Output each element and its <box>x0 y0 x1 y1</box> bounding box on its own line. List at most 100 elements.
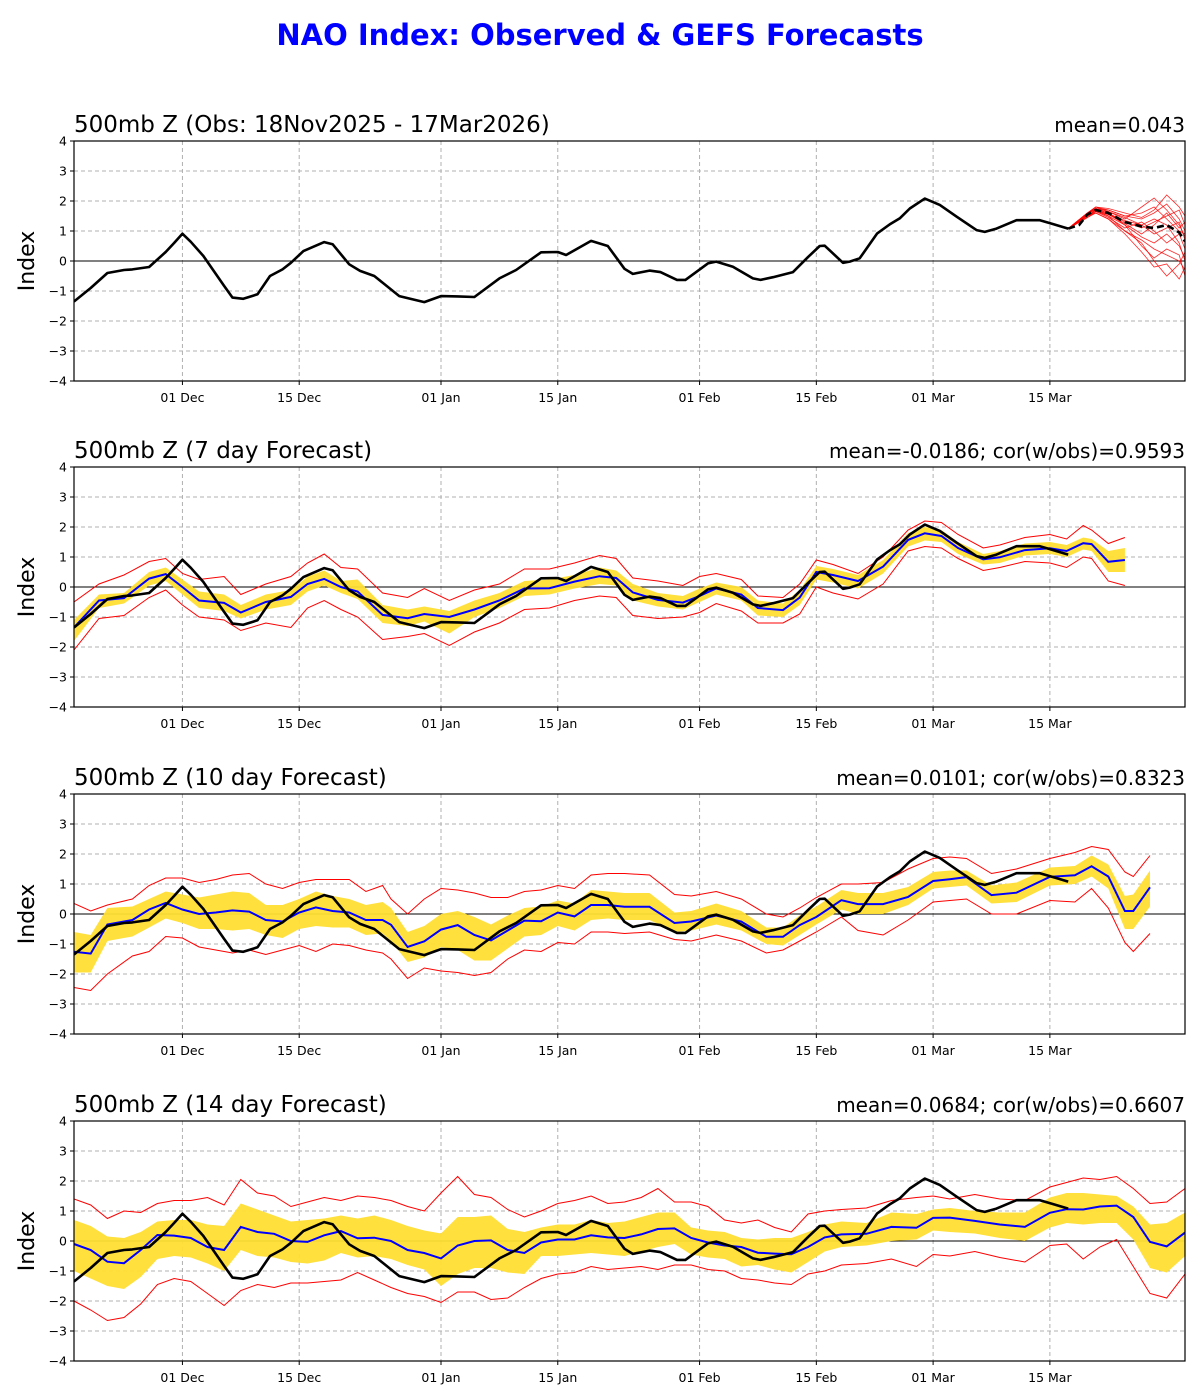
ytick-label: 4 <box>59 134 67 149</box>
ensemble-member-line <box>1067 212 1185 277</box>
y-axis-label: Index <box>15 1211 40 1272</box>
xtick-label: 01 Mar <box>911 716 955 731</box>
ytick-label: 2 <box>59 847 67 862</box>
ytick-label: 1 <box>59 224 67 239</box>
min-line <box>74 1238 1185 1322</box>
plot-area <box>74 1175 1185 1322</box>
xtick-label: 15 Jan <box>538 1043 577 1058</box>
y-axis-label: Index <box>15 557 40 618</box>
xtick-label: 15 Dec <box>277 390 321 405</box>
ytick-label: −2 <box>49 967 67 982</box>
xtick-label: 15 Feb <box>795 1370 837 1385</box>
panel-stat-text: mean=-0.0186; cor(w/obs)=0.9593 <box>829 439 1185 463</box>
ytick-label: 4 <box>59 787 67 802</box>
ytick-label: 3 <box>59 164 67 179</box>
ytick-label: 0 <box>59 254 67 269</box>
panel-title: 500mb Z (7 day Forecast) <box>74 438 372 464</box>
ytick-label: −1 <box>49 937 67 952</box>
ytick-label: −2 <box>49 640 67 655</box>
xtick-label: 01 Dec <box>160 390 204 405</box>
panel-4: 500mb Z (14 day Forecast) mean=0.0684; co… <box>15 1092 1186 1385</box>
ensemble-member-line <box>1067 211 1185 250</box>
ytick-label: 2 <box>59 520 67 535</box>
max-line <box>74 845 1151 918</box>
ytick-label: −4 <box>49 374 67 389</box>
ytick-label: 4 <box>59 1114 67 1129</box>
panel-stat-text: mean=0.0684; cor(w/obs)=0.6607 <box>836 1093 1185 1117</box>
panel-stat-text: mean=0.043 <box>1054 113 1185 137</box>
figure-title: NAO Index: Observed & GEFS Forecasts <box>276 18 924 52</box>
ytick-label: 4 <box>59 460 67 475</box>
observed-line <box>74 523 1069 630</box>
xtick-label: 01 Feb <box>679 1370 721 1385</box>
xtick-label: 01 Dec <box>160 1370 204 1385</box>
panel-title: 500mb Z (Obs: 18Nov2025 - 17Mar2026) <box>74 112 550 138</box>
ytick-label: −4 <box>49 700 67 715</box>
ytick-label: −1 <box>49 1264 67 1279</box>
ytick-label: −1 <box>49 610 67 625</box>
ytick-label: −1 <box>49 284 67 299</box>
xtick-label: 15 Jan <box>538 390 577 405</box>
xtick-label: 01 Mar <box>911 390 955 405</box>
ensemble-member-line <box>1067 194 1185 229</box>
xtick-label: 01 Feb <box>679 716 721 731</box>
ytick-label: 3 <box>59 1144 67 1159</box>
panel-3: 500mb Z (10 day Forecast) mean=0.0101; co… <box>15 765 1186 1058</box>
xtick-label: 01 Feb <box>679 390 721 405</box>
spread-band <box>74 1193 1185 1289</box>
ensemble-member-line <box>1067 211 1185 259</box>
max-line <box>74 1175 1185 1233</box>
panel-title: 500mb Z (14 day Forecast) <box>74 1092 387 1118</box>
ytick-label: 2 <box>59 194 67 209</box>
panel-title: 500mb Z (10 day Forecast) <box>74 765 387 791</box>
xtick-label: 01 Feb <box>679 1043 721 1058</box>
ytick-label: 1 <box>59 550 67 565</box>
ytick-label: 0 <box>59 580 67 595</box>
xtick-label: 15 Dec <box>277 1043 321 1058</box>
ensemble-mean-line <box>74 1204 1185 1265</box>
ytick-label: 3 <box>59 490 67 505</box>
xtick-label: 01 Mar <box>911 1370 955 1385</box>
panel-stat-text: mean=0.0101; cor(w/obs)=0.8323 <box>836 766 1185 790</box>
xtick-label: 15 Mar <box>1028 716 1072 731</box>
xtick-label: 15 Feb <box>795 716 837 731</box>
xtick-label: 15 Dec <box>277 1370 321 1385</box>
y-axis-label: Index <box>15 884 40 945</box>
ensemble-member-line <box>1067 209 1185 235</box>
ytick-label: −2 <box>49 314 67 329</box>
plot-area <box>74 520 1126 651</box>
ytick-label: 1 <box>59 1204 67 1219</box>
ensemble-mean-dashed-line <box>1067 208 1185 243</box>
spread-band <box>74 527 1125 641</box>
observed-line <box>74 1177 1069 1284</box>
observed-line <box>74 197 1069 304</box>
max-line <box>74 520 1126 603</box>
ytick-label: −2 <box>49 1294 67 1309</box>
xtick-label: 01 Dec <box>160 1043 204 1058</box>
xtick-label: 15 Feb <box>795 390 837 405</box>
ytick-label: −4 <box>49 1354 67 1369</box>
ytick-label: −3 <box>49 670 67 685</box>
xtick-label: 01 Jan <box>421 716 460 731</box>
xtick-label: 01 Jan <box>421 1043 460 1058</box>
xtick-label: 15 Dec <box>277 716 321 731</box>
xtick-label: 15 Mar <box>1028 1043 1072 1058</box>
ytick-label: −3 <box>49 997 67 1012</box>
plot-area <box>74 194 1185 304</box>
xtick-label: 15 Mar <box>1028 1370 1072 1385</box>
xtick-label: 15 Feb <box>795 1043 837 1058</box>
ytick-label: 1 <box>59 877 67 892</box>
xtick-label: 15 Jan <box>538 716 577 731</box>
ensemble-member-line <box>1067 206 1185 262</box>
y-axis-label: Index <box>15 231 40 292</box>
ytick-label: −3 <box>49 1324 67 1339</box>
plot-area <box>74 845 1151 992</box>
xtick-label: 01 Mar <box>911 1043 955 1058</box>
observed-line <box>74 850 1069 957</box>
panel-2: 500mb Z (7 day Forecast) mean=-0.0186; co… <box>15 438 1186 731</box>
ensemble-member-line <box>1067 206 1185 235</box>
panel-1: 500mb Z (Obs: 18Nov2025 - 17Mar2026) mean… <box>15 112 1186 405</box>
ytick-label: −3 <box>49 344 67 359</box>
xtick-label: 01 Jan <box>421 1370 460 1385</box>
